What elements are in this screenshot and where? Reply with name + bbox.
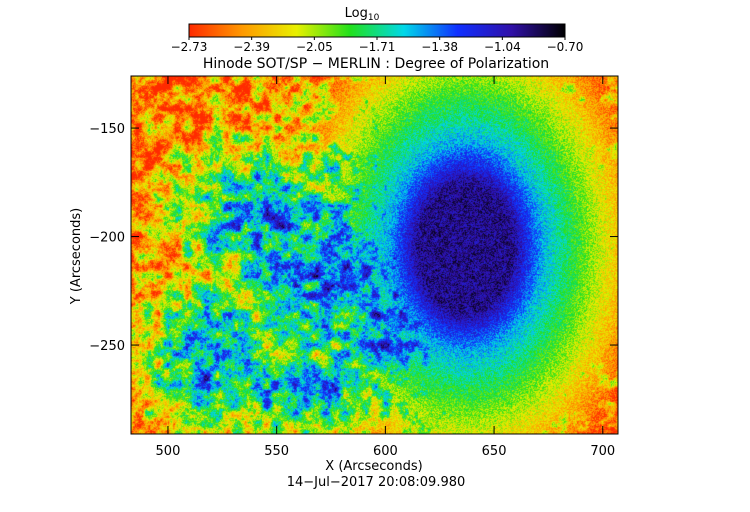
x-tick-label: 650 [482,444,507,459]
colorbar-tick-label: −1.04 [484,40,521,54]
plot-frame [130,75,619,435]
colorbar-tick-label: −0.70 [547,40,584,54]
plot-area: 500 550 600 650 700 −150 −200 −250 [89,75,619,459]
chart-title: Hinode SOT/SP − MERLIN : Degree of Polar… [203,56,549,72]
colorbar-tick-label: −2.73 [171,40,208,54]
colorbar-ticks: −2.73 −2.39 −2.05 −1.71 −1.38 −1.04 −0.70 [171,37,584,54]
x-tick-label: 550 [264,444,289,459]
x-tick-label: 700 [590,444,615,459]
x-tick-label: 600 [373,444,398,459]
heatmap-image [131,76,618,434]
colorbar-gradient [188,23,566,38]
colorbar-tick-label: −1.38 [421,40,458,54]
x-axis-label: X (Arcseconds) [325,459,422,474]
axis-ticks: 500 550 600 650 700 −150 −200 −250 [89,76,618,459]
y-axis-label: Y (Arcseconds) [69,208,84,305]
y-tick-label: −250 [89,339,125,354]
y-tick-label: −150 [89,122,125,137]
colorbar-title: Log10 [345,6,380,23]
colorbar-tick-label: −1.71 [359,40,396,54]
x-tick-label: 500 [156,444,181,459]
colorbar-tick-label: −2.05 [296,40,333,54]
y-tick-label: −200 [89,231,125,246]
colorbar: Log10 −2.73 −2.39 −2.05 −1.71 −1.38 −1.04 −0.7… [171,6,584,54]
colorbar-tick-label: −2.39 [233,40,270,54]
timestamp: 14−Jul−2017 20:08:09.980 [287,475,466,490]
